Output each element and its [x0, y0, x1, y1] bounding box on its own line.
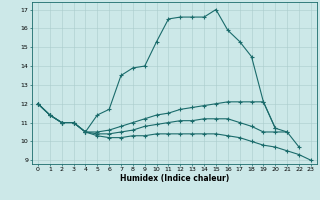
X-axis label: Humidex (Indice chaleur): Humidex (Indice chaleur) [120, 174, 229, 183]
